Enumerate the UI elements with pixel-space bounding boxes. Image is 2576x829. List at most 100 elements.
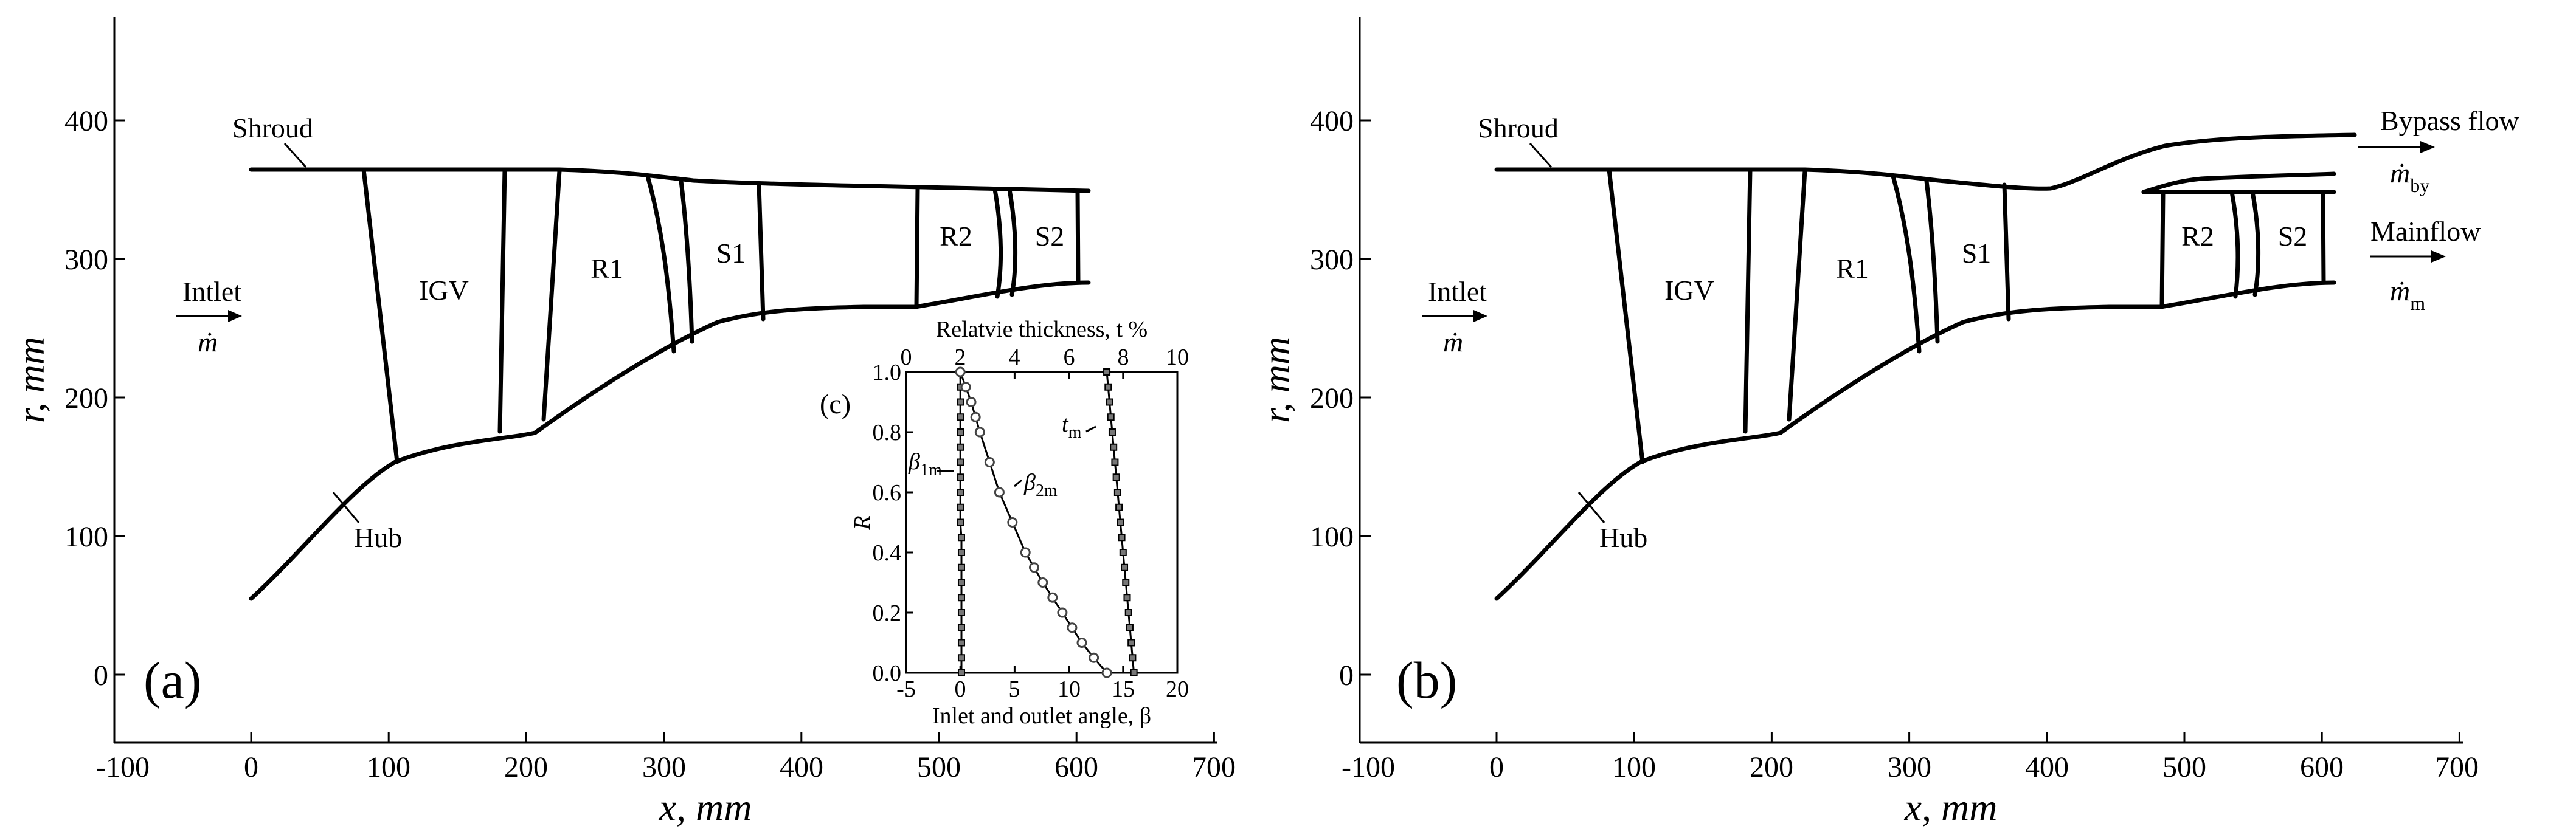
b-y-axis-title: r, mm [1255,337,1298,423]
b-xtick-label: 400 [2025,751,2069,783]
c-y-tick-label: 0.4 [873,540,902,566]
c-point-tm [1103,368,1111,376]
c-plot-frame [905,371,1179,674]
b-mainflow-label: Mainflow [2370,216,2481,247]
a-panel-label: (a) [144,651,201,709]
b-r2-leading-edge [2159,190,2166,309]
a-ytick-label: 0 [94,659,108,692]
c-point-β2m [966,397,977,407]
c-y-tick-label: 0.2 [873,600,902,626]
b-s2-trailing-edge [2321,190,2326,285]
c-point-β2m [1037,577,1048,588]
a-y-axis-title: r, mm [9,337,52,423]
b-xtick-label: 500 [2162,751,2206,783]
c-point-β2m [1076,638,1087,648]
c-point-tm [1121,563,1129,571]
c-point-β2m [1020,547,1031,558]
b-s1-leading-edge [1924,179,1940,344]
b-s2-leading-edge [2250,190,2261,297]
b-xtick-label: 600 [2300,751,2344,783]
c-top-tick-label: 10 [1166,345,1189,370]
c-beta1-label: β1m [908,449,942,480]
b-bypass-mass-flow: ṁby [2390,157,2429,196]
a-ytick-label: 100 [64,521,108,553]
c-series-group [955,366,1138,678]
b-igv-leading-edge [1607,167,1645,464]
a-r2-trailing-edge [992,187,1003,299]
c-top-tick-label: 6 [1064,345,1075,370]
b-s1-trailing-edge [2002,182,2011,322]
c-top-tick-label: 8 [1118,345,1129,370]
b-xtick-label: 0 [1489,751,1504,783]
b-inlet-label: Intlet [1428,276,1487,307]
b-ytick-label: 100 [1310,521,1354,553]
a-ytick-label: 400 [64,105,108,137]
a-r1-leading-edge [541,168,562,422]
c-point-β1m [957,669,965,676]
c-point-tm [1111,458,1119,466]
c-point-β1m [957,609,965,616]
c-point-β1m [957,639,965,647]
b-blade-label-s2: S2 [2278,221,2308,252]
b-xtick-label: 200 [1750,751,1793,783]
a-blade-label-igv: IGV [419,275,469,306]
a-xtick-label: 700 [1192,751,1236,783]
b-shroud-line [1494,132,2357,191]
c-point-β1m [957,489,964,496]
c-y-tick-label: 0.6 [873,480,902,506]
c-point-β1m [957,398,964,406]
c-point-β2m [1029,562,1040,573]
a-xtick-label: 400 [780,751,823,783]
a-blade-label-s1: S1 [716,238,746,269]
a-xtick-label: 200 [504,751,548,783]
c-bottom-tick-label: 0 [955,676,966,702]
b-blade-label-s1: S1 [1962,238,1992,269]
c-point-tm [1129,654,1137,662]
c-point-tm [1115,503,1123,511]
c-top-tick-label: 4 [1009,345,1020,370]
b-inlet-arrow-head [1473,310,1487,322]
b-mainflow-arrow-head [2431,250,2446,263]
c-point-β1m [957,624,965,631]
a-inlet-mass-flow: ṁ [198,326,218,357]
a-hub-leader [332,492,360,523]
c-point-β2m [960,382,971,393]
b-panel-label: (b) [1396,651,1457,709]
panel-b: -100 0 100 200 300 400 500 600 700 0 100… [1255,17,2520,829]
b-ytick-label: 300 [1310,244,1354,276]
a-tick-marks [114,119,1215,743]
c-point-tm [1107,413,1115,421]
a-xtick-label: 100 [367,751,410,783]
c-bottom-tick-label: 15 [1112,676,1135,702]
c-point-β1m [957,594,965,602]
a-igv-leading-edge [361,167,400,464]
a-shroud-leader [283,142,307,168]
b-bypass-arrow-head [2420,141,2435,153]
a-s1-trailing-edge [757,182,766,322]
c-point-β1m [957,458,964,466]
c-point-β2m [955,366,966,377]
c-tm-label: tm [1062,411,1082,442]
c-point-tm [1130,669,1138,676]
c-point-tm [1123,594,1131,602]
a-shroud-label: Shroud [232,112,313,143]
c-y-tick-label: 0.8 [873,420,902,445]
panel-c-inset: 0 2 4 6 8 10 -5 0 5 10 15 20 0.0 0.2 0.4… [820,317,1189,729]
b-xtick-label: 300 [1888,751,1931,783]
a-s2-leading-edge [1007,187,1018,297]
c-point-β1m [957,579,965,586]
b-xtick-label: 100 [1612,751,1656,783]
a-hub-label: Hub [354,522,402,553]
b-blade-label-r2: R2 [2181,221,2214,252]
a-r1-trailing-edge [645,174,676,354]
c-point-β2m [1057,607,1068,618]
c-point-β2m [1007,517,1018,528]
b-r1-trailing-edge [1891,174,1922,354]
panel-a: -100 0 100 200 300 400 500 600 700 0 100… [9,17,1236,829]
c-point-β1m [957,563,965,571]
a-igv-trailing-edge [497,167,507,434]
b-x-axis-title: x, mm [1904,786,1998,829]
b-hub-leader [1577,492,1605,523]
a-xtick-label: 600 [1054,751,1098,783]
a-s1-leading-edge [679,179,694,344]
